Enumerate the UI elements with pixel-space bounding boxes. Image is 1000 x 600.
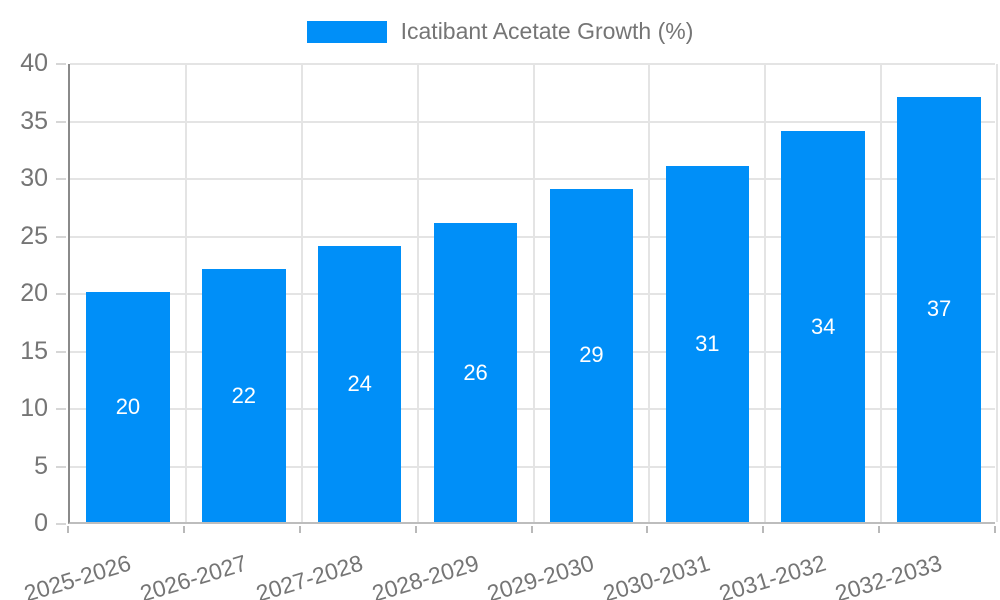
bar-value-label: 20	[115, 394, 141, 419]
gridline-x-1	[184, 64, 187, 522]
x-tick-6	[762, 526, 765, 533]
bar-2026-2027[interactable]: 22	[202, 269, 286, 522]
x-tick-2	[298, 526, 301, 533]
bar-value-label: 24	[347, 371, 372, 396]
legend-swatch-icon	[306, 20, 387, 43]
bar-value-label: 31	[695, 330, 720, 356]
y-tick-20	[56, 293, 66, 295]
plot-area: 20 22 24 26 29 31 34 37	[68, 63, 998, 524]
bar-2027-2028[interactable]: 24	[317, 246, 402, 522]
gridline-x-4	[532, 64, 535, 522]
bar-value-label: 37	[926, 296, 952, 322]
bar-2031-2032[interactable]: 34	[781, 131, 865, 522]
legend-item-icatibant[interactable]: Icatibant Acetate Growth (%)	[306, 18, 694, 45]
bar-2030-2031[interactable]: 31	[665, 165, 750, 522]
x-tick-0	[67, 526, 69, 533]
y-axis-label-15: 15	[20, 336, 48, 365]
y-axis-label-10: 10	[20, 394, 48, 422]
y-tick-5	[56, 465, 66, 468]
bar-value-label: 26	[463, 359, 488, 385]
y-axis-label-40: 40	[20, 49, 48, 77]
bar-2025-2026[interactable]: 20	[86, 292, 170, 522]
chart-legend: Icatibant Acetate Growth (%)	[0, 18, 1000, 45]
gridline-x-5	[648, 64, 651, 522]
y-axis-label-30: 30	[20, 164, 48, 192]
x-tick-3	[414, 526, 417, 533]
y-tick-10	[56, 408, 66, 410]
x-tick-7	[878, 526, 881, 533]
gridline-x-3	[416, 64, 419, 522]
y-axis-label-25: 25	[20, 221, 48, 250]
x-tick-5	[646, 526, 649, 533]
bar-2032-2033[interactable]: 37	[897, 96, 981, 522]
y-tick-0	[56, 523, 66, 525]
y-axis-label-20: 20	[20, 279, 48, 307]
y-tick-30	[56, 178, 66, 180]
x-tick-8	[994, 526, 996, 533]
y-axis-label-35: 35	[20, 106, 48, 135]
gridline-x-8	[996, 64, 998, 522]
y-tick-15	[56, 350, 66, 353]
gridline-x-6	[764, 64, 767, 522]
bar-value-label: 29	[579, 342, 604, 368]
gridline-x-2	[300, 64, 303, 522]
bar-value-label: 34	[810, 313, 836, 339]
y-axis-label-0: 0	[34, 509, 48, 537]
x-tick-4	[530, 526, 533, 533]
y-axis-label-5: 5	[34, 451, 48, 480]
legend-label: Icatibant Acetate Growth (%)	[400, 18, 694, 44]
y-tick-35	[56, 120, 66, 123]
bar-2029-2030[interactable]: 29	[549, 188, 634, 522]
y-tick-40	[56, 63, 66, 65]
gridline-x-7	[880, 64, 883, 522]
bar-2028-2029[interactable]: 26	[433, 223, 518, 522]
x-tick-1	[182, 526, 185, 533]
y-tick-25	[56, 235, 66, 238]
bar-value-label: 22	[231, 382, 257, 408]
